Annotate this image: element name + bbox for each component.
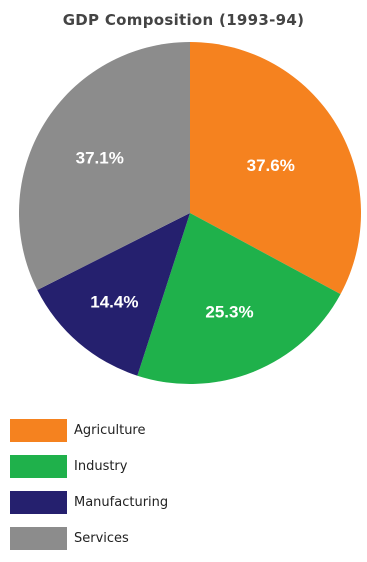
slice-label-agriculture: 37.6% — [247, 156, 295, 175]
pie-slice-services — [19, 42, 191, 290]
legend-swatch-agriculture — [10, 418, 67, 442]
legend-item-services: Services — [10, 526, 168, 550]
slice-label-services: 37.1% — [76, 148, 124, 167]
legend-label-agriculture: Agriculture — [74, 422, 146, 438]
slice-label-manufacturing: 14.4% — [90, 292, 138, 311]
slice-label-industry: 25.3% — [205, 302, 253, 321]
legend-swatch-services — [10, 526, 67, 550]
legend-swatch-industry — [10, 454, 67, 478]
pie-slice-manufacturing — [37, 213, 191, 376]
chart-title: GDP Composition (1993-94) — [62, 11, 305, 29]
legend-item-manufacturing: Manufacturing — [10, 490, 168, 514]
pie-chart: 37.6% 25.3% 14.4% 37.1% — [19, 42, 362, 384]
legend-item-industry: Industry — [10, 454, 168, 478]
pie-slice-agriculture — [190, 42, 362, 295]
legend-label-services: Services — [74, 530, 129, 546]
legend: Agriculture Industry Manufacturing Servi… — [10, 418, 168, 562]
legend-label-industry: Industry — [74, 458, 128, 474]
legend-label-manufacturing: Manufacturing — [74, 494, 169, 510]
legend-swatch-manufacturing — [10, 490, 67, 514]
pie-slice-industry — [137, 213, 341, 384]
legend-item-agriculture: Agriculture — [10, 418, 168, 442]
